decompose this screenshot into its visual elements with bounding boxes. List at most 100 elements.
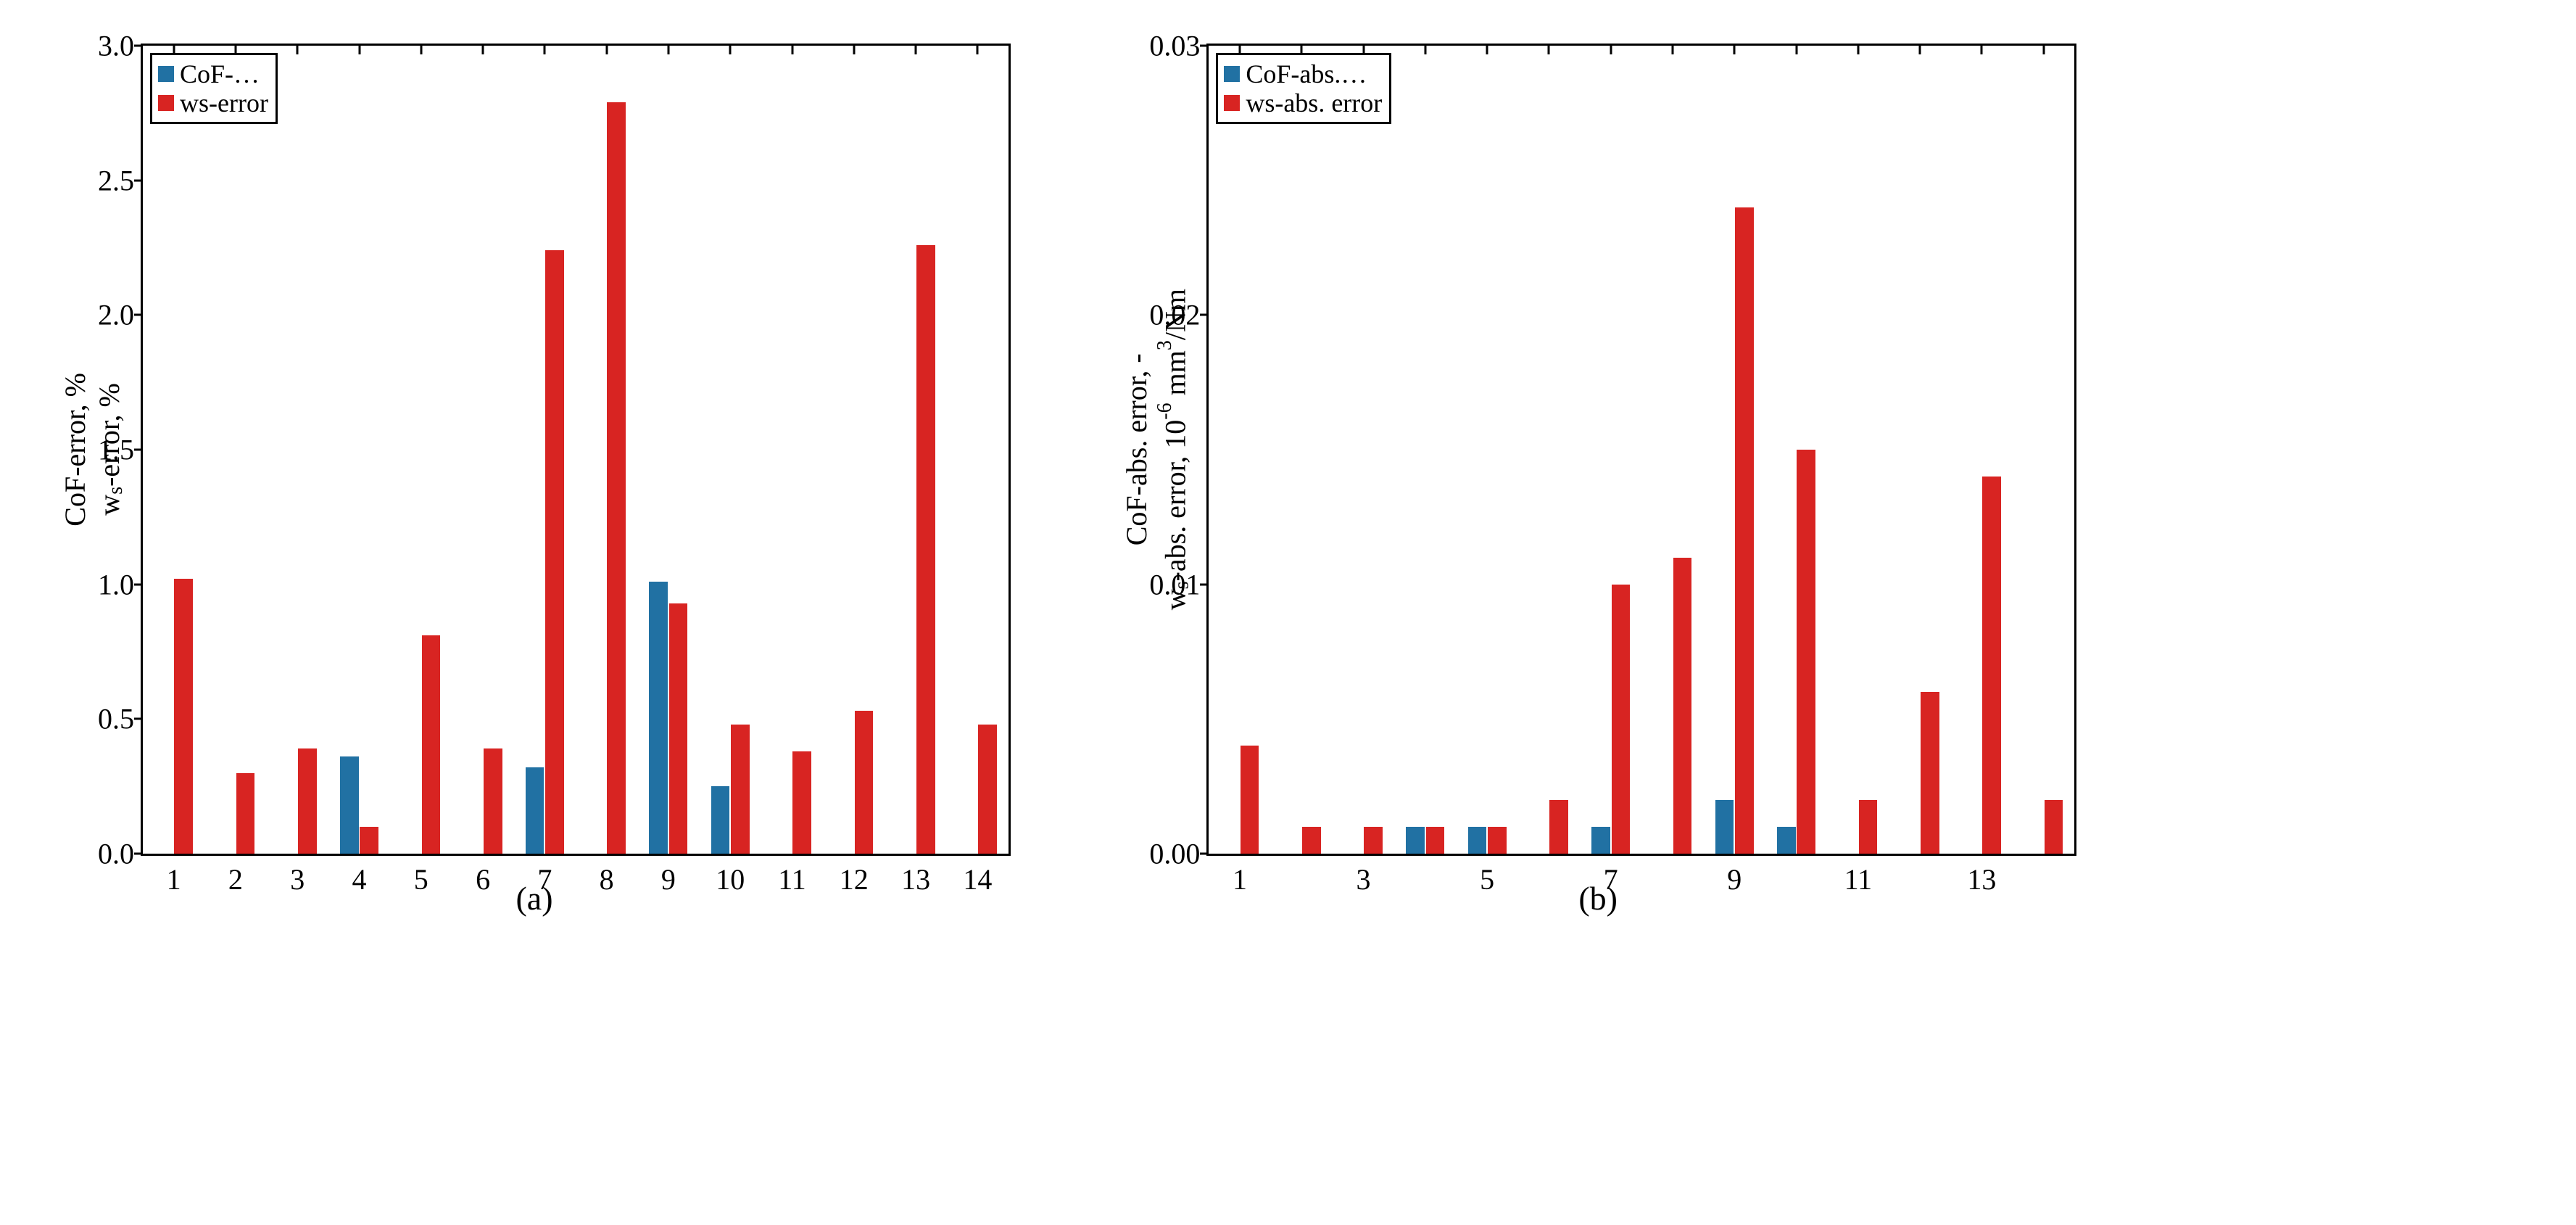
panel-b: CoF-abs. error, -ws-abs. error, 10-6 mm3… [1119,44,2076,917]
xtick-mark [791,46,793,54]
bar [1735,207,1754,854]
xtick-mark [1424,46,1426,54]
legend-swatch [1224,66,1240,82]
xtick-label: 6 [476,854,490,896]
bar [340,756,359,854]
ytick-label: 1.0 [98,567,143,601]
bar [711,786,730,854]
xtick-label: 8 [600,854,614,896]
xtick-mark [2042,46,2045,54]
bar [1406,827,1425,854]
bar [526,767,544,854]
bar [1549,800,1568,854]
bar [1921,692,1939,854]
legend-label: ws-error [180,90,268,116]
legend-item: CoF-abs.… [1224,59,1382,88]
xtick-label: 4 [352,854,367,896]
xtick-label: 1 [1233,854,1247,896]
xtick-label: 1 [167,854,181,896]
ytick-label: 3.0 [98,29,143,63]
panel-b-legend: CoF-abs.… ws-abs. error [1216,53,1391,124]
bar [1468,827,1487,854]
ytick-label: 0.01 [1149,567,1209,601]
xtick-mark [1981,46,1983,54]
bar [1426,827,1445,854]
bar [1591,827,1610,854]
panel-b-ylabel: CoF-abs. error, -ws-abs. error, 10-6 mm3… [1119,289,1193,610]
bar [1715,800,1734,854]
panel-a-plot: CoF-…ws-error 0.00.51.01.52.02.53.012345… [141,44,1011,856]
xtick-mark [544,46,546,54]
bar [298,748,317,854]
panel-a-chart-wrap: CoF-error, %ws-error, % CoF-…ws-error 0.… [58,44,1011,856]
xtick-label: 9 [1727,854,1742,896]
ytick-label: 0.03 [1149,29,1209,63]
bar [2045,800,2063,854]
bar [422,635,441,854]
bar [484,748,502,854]
legend-item: ws-error [158,88,268,117]
xtick-mark [358,46,360,54]
xtick-label: 11 [1844,854,1873,896]
xtick-mark [1610,46,1612,54]
bar [236,773,255,854]
ytick-label: 2.5 [98,163,143,197]
xtick-label: 14 [963,854,992,896]
bar [1673,558,1692,854]
legend-label: CoF-abs.… [1246,61,1367,87]
bar [1612,585,1631,854]
bar [1302,827,1321,854]
xtick-mark [297,46,299,54]
xtick-mark [1734,46,1736,54]
bar [1982,477,2001,854]
bar [360,827,378,854]
bar [792,751,811,854]
ytick-label: 0.0 [98,837,143,871]
legend-label: CoF-… [180,61,260,87]
xtick-mark [977,46,979,54]
xtick-mark [853,46,855,54]
bar [607,102,626,854]
bar [1777,827,1796,854]
bar [1859,800,1878,854]
bar [649,582,668,854]
legend-swatch [1224,95,1240,111]
bar [174,579,193,854]
xtick-mark [1238,46,1241,54]
xtick-mark [482,46,484,54]
bar [1364,827,1383,854]
figure: CoF-error, %ws-error, % CoF-…ws-error 0.… [0,0,2576,946]
xtick-mark [234,46,236,54]
xtick-label: 11 [778,854,806,896]
xtick-label: 13 [901,854,930,896]
ytick-label: 0.00 [1149,837,1209,871]
bar [916,245,935,854]
bar [1797,450,1815,854]
panel-a-plot-area [143,46,1009,854]
xtick-label: 13 [1967,854,1996,896]
panel-b-plot-area [1209,46,2074,854]
legend-swatch [158,95,174,111]
xtick-label: 5 [414,854,428,896]
xtick-label: 9 [661,854,676,896]
xtick-mark [915,46,917,54]
bar [1488,827,1507,854]
bar [731,725,750,854]
xtick-mark [667,46,669,54]
panel-b-chart-wrap: CoF-abs. error, -ws-abs. error, 10-6 mm3… [1119,44,2076,856]
legend-label: ws-abs. error [1246,90,1382,116]
xtick-label: 5 [1480,854,1494,896]
ytick-label: 0.5 [98,702,143,736]
xtick-mark [1671,46,1673,54]
xtick-label: 3 [290,854,305,896]
legend-item: ws-abs. error [1224,88,1382,117]
bar [855,711,874,854]
xtick-label: 7 [537,854,552,896]
ytick-label: 2.0 [98,298,143,332]
panel-a-legend: CoF-… ws-error [150,53,278,124]
xtick-mark [729,46,732,54]
xtick-mark [1362,46,1364,54]
panel-a: CoF-error, %ws-error, % CoF-…ws-error 0.… [58,44,1011,917]
xtick-mark [1486,46,1488,54]
ytick-label: 0.02 [1149,298,1209,332]
